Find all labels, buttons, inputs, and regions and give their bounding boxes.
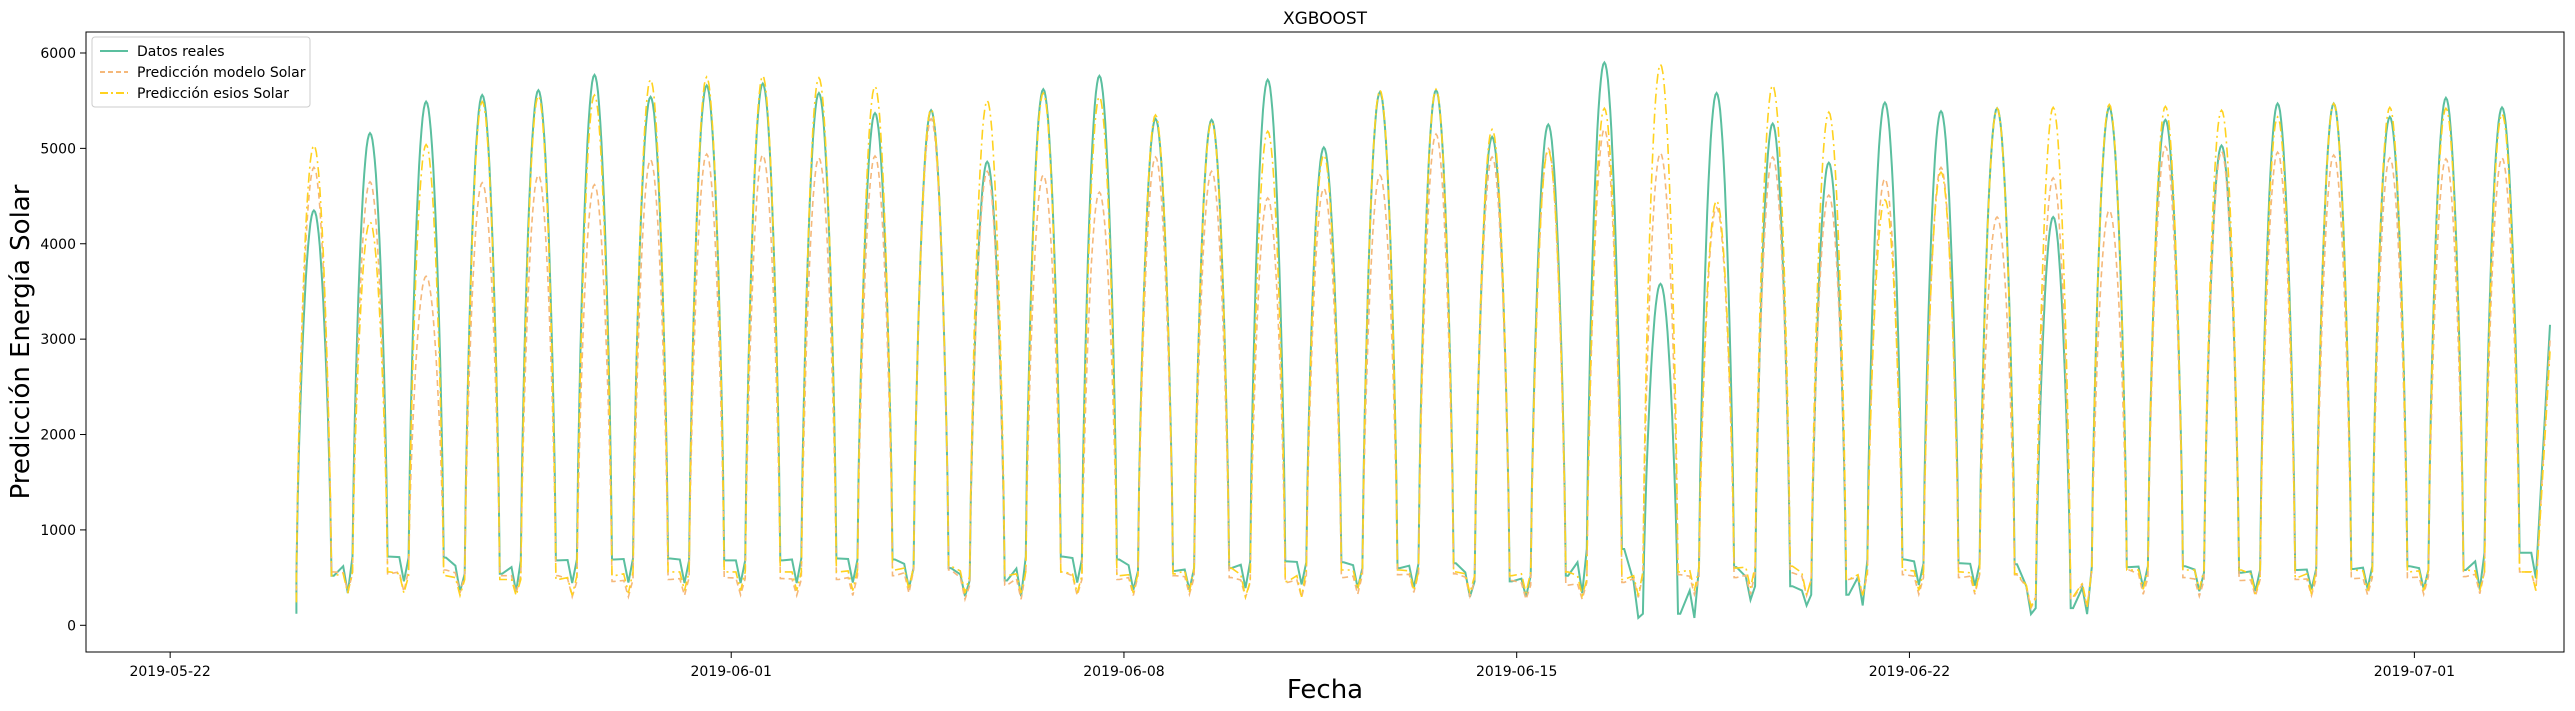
series-line-prediccion-esios	[295, 62, 2551, 610]
y-tick-label: 5000	[40, 141, 76, 157]
x-tick-label: 2019-06-15	[1476, 664, 1557, 680]
chart-title: XGBOOST	[1283, 9, 1368, 29]
x-tick-label: 2019-05-22	[129, 664, 210, 680]
y-axis-ticks: 0 1000 2000 3000 4000 5000 6000	[40, 46, 86, 634]
x-tick-label: 2019-07-01	[2374, 664, 2455, 680]
y-axis-title: Predicción Energía Solar	[6, 184, 36, 499]
y-tick-label: 6000	[40, 46, 76, 62]
legend-label-real: Datos reales	[137, 44, 225, 60]
legend-box	[91, 36, 311, 108]
y-tick-label: 4000	[40, 237, 76, 253]
y-tick-label: 3000	[40, 332, 76, 348]
legend: Datos reales Predicción modelo Solar Pre…	[91, 36, 311, 108]
series-line-datos-reales	[295, 60, 2551, 620]
series-lines	[295, 60, 2551, 620]
plot-area	[85, 31, 2565, 653]
x-tick-label: 2019-06-22	[1869, 664, 1950, 680]
x-axis-title: Fecha	[1287, 675, 1363, 705]
x-tick-label: 2019-06-08	[1083, 664, 1164, 680]
x-axis-ticks: 2019-05-22 2019-06-01 2019-06-08 2019-06-15…	[129, 652, 2455, 680]
y-tick-label: 1000	[40, 523, 76, 539]
x-tick-label: 2019-06-01	[691, 664, 772, 680]
y-tick-label: 2000	[40, 428, 76, 444]
legend-label-esios: Predicción esios Solar	[137, 86, 289, 102]
y-tick-label: 0	[67, 618, 76, 634]
legend-label-model: Predicción modelo Solar	[137, 65, 306, 81]
